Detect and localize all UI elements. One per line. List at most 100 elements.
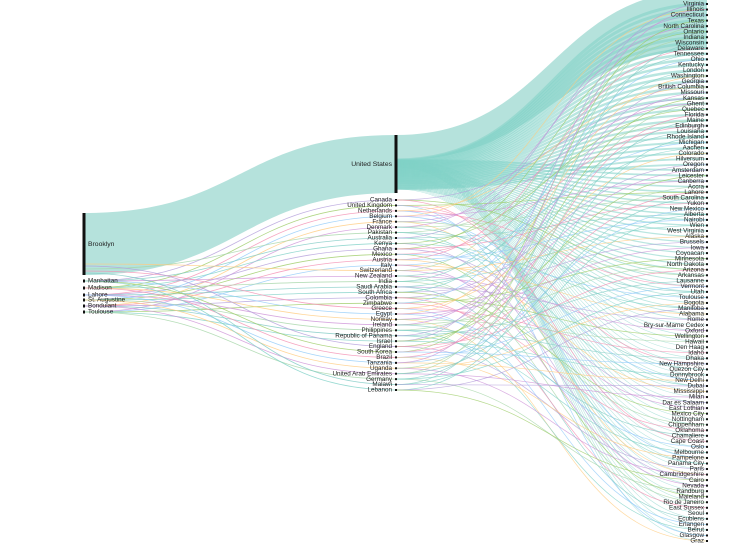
node-label: Saudi Arabia <box>356 284 392 291</box>
node-label: United Kingdom <box>347 202 392 209</box>
node <box>395 318 397 321</box>
node-label: Rome <box>687 316 704 323</box>
node-label: Belgium <box>369 213 392 220</box>
link <box>395 191 708 353</box>
node <box>706 434 708 437</box>
node <box>706 346 708 349</box>
node <box>706 130 708 133</box>
node-label: Lahore <box>684 189 704 196</box>
link <box>395 161 708 514</box>
node-label: Arizona <box>683 266 705 273</box>
node-label: Coyoacan <box>676 250 705 257</box>
node-label: Rhode Island <box>667 134 705 141</box>
link <box>395 178 708 442</box>
node-label: Manhattan <box>88 278 118 285</box>
link <box>395 177 708 437</box>
link <box>395 297 708 509</box>
link <box>83 280 397 315</box>
link <box>395 232 708 293</box>
node <box>706 268 708 271</box>
node-label: Colombia <box>365 294 392 301</box>
link <box>395 285 708 358</box>
node <box>706 362 708 365</box>
link <box>395 166 708 542</box>
link <box>395 270 708 409</box>
node-label: Illinois <box>687 6 705 13</box>
link <box>83 264 397 313</box>
node <box>706 373 708 376</box>
node <box>706 63 708 66</box>
link <box>83 232 397 270</box>
node-label: Louisiana <box>677 128 704 135</box>
link <box>395 205 708 536</box>
node <box>706 456 708 459</box>
link <box>395 205 708 365</box>
link <box>395 9 708 364</box>
link <box>395 75 708 315</box>
node <box>706 490 708 493</box>
link <box>395 159 708 337</box>
node-label: Iowa <box>691 244 705 251</box>
link <box>395 219 708 261</box>
link <box>395 97 708 347</box>
link <box>395 163 708 359</box>
link <box>83 294 397 326</box>
node-label: Canada <box>370 197 393 204</box>
node <box>395 226 397 229</box>
link <box>395 264 708 315</box>
node-label: East Sussex <box>669 504 705 511</box>
node <box>706 102 708 105</box>
node-label: Uganda <box>370 365 393 372</box>
node <box>706 30 708 33</box>
node-label: Egypt <box>376 311 392 318</box>
link <box>395 181 708 459</box>
node-label: Delaware <box>677 45 704 52</box>
node <box>395 258 397 261</box>
node <box>83 304 85 308</box>
node <box>706 301 708 304</box>
node-label: Beirut <box>688 527 705 534</box>
node <box>706 19 708 22</box>
node-label: Malawi <box>372 381 392 388</box>
node-label: Nottingham <box>672 416 704 423</box>
node <box>706 47 708 50</box>
node <box>706 274 708 277</box>
link <box>395 166 708 210</box>
link <box>395 59 708 304</box>
node <box>706 152 708 155</box>
node <box>395 372 397 375</box>
link <box>83 265 397 347</box>
node-label: Utah <box>691 289 705 296</box>
node-label: South Korea <box>357 349 393 356</box>
node <box>706 180 708 183</box>
link <box>395 183 708 470</box>
node <box>706 252 708 255</box>
link <box>395 214 708 385</box>
node-label: Aachen <box>683 145 705 152</box>
node-label: Cairo <box>689 477 705 484</box>
link <box>395 165 708 536</box>
node <box>395 329 397 332</box>
link <box>395 226 708 370</box>
node <box>395 291 397 294</box>
node <box>706 174 708 177</box>
node-label: United Arab Emirates <box>333 370 393 377</box>
link <box>395 173 708 414</box>
node-label: Ireland <box>373 322 393 329</box>
link <box>395 169 708 320</box>
node <box>706 340 708 343</box>
node-label: Virginia <box>683 1 704 8</box>
link <box>395 153 708 309</box>
node-label: Minnesota <box>675 255 705 262</box>
node <box>706 523 708 526</box>
node-label: Missouri <box>681 89 704 96</box>
node <box>706 368 708 371</box>
node-label: Ghana <box>373 246 392 253</box>
node-label: Rio de Janeiro <box>663 499 704 506</box>
link <box>395 319 708 343</box>
node-label: Kansas <box>683 95 704 102</box>
link <box>83 215 397 301</box>
node-label: Ontario <box>683 28 704 35</box>
node <box>706 263 708 266</box>
